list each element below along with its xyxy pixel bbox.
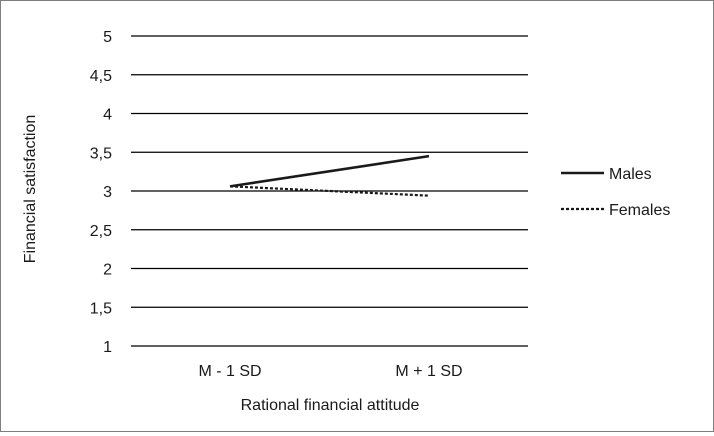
y-tick-label: 4,5: [90, 68, 112, 85]
gridlines: [131, 35, 528, 347]
y-tick-label: 4: [103, 107, 112, 124]
series-lines: [229, 154, 430, 197]
x-tick-label: M + 1 SD: [395, 363, 462, 380]
series-line-females: [229, 185, 430, 197]
x-tick-labels: M - 1 SD M + 1 SD: [198, 363, 462, 380]
y-tick-label: 3,5: [90, 145, 112, 162]
y-tick-label: 1: [103, 339, 112, 356]
y-tick-labels: 1 1,5 2 2,5 3 3,5 4 4,5 5: [90, 29, 112, 356]
legend-label: Females: [609, 202, 670, 219]
legend-label: Males: [609, 166, 652, 183]
legend: Males Females: [561, 166, 670, 219]
y-tick-label: 2: [103, 262, 112, 279]
series-line-males: [229, 154, 430, 188]
y-tick-label: 3: [103, 184, 112, 201]
y-tick-label: 5: [103, 29, 112, 46]
y-axis-label: Financial satisfaction: [22, 115, 39, 264]
y-tick-label: 2,5: [90, 223, 112, 240]
y-tick-label: 1,5: [90, 300, 112, 317]
x-axis-label: Rational financial attitude: [241, 397, 420, 414]
x-tick-label: M - 1 SD: [198, 363, 261, 380]
